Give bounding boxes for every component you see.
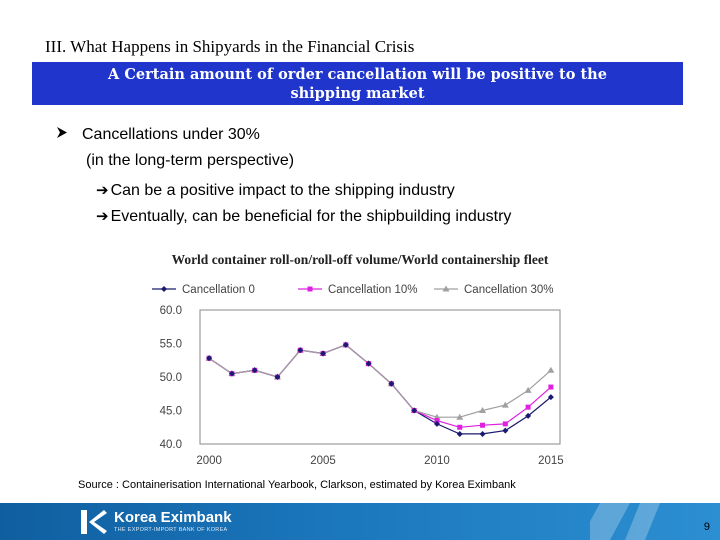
data-point <box>525 412 532 419</box>
chart-title: World container roll-on/roll-off volume/… <box>171 252 549 267</box>
y-tick-label: 50.0 <box>160 372 182 384</box>
logo-text: Korea Eximbank <box>114 509 232 526</box>
series-line <box>208 344 552 418</box>
data-point <box>479 407 487 413</box>
data-point <box>365 360 372 367</box>
bullet-subtext: (in the long-term perspective) <box>86 152 295 169</box>
source-note: Source : Containerisation International … <box>78 479 516 491</box>
data-point <box>479 430 486 437</box>
page-number: 9 <box>703 521 710 533</box>
data-point <box>251 367 258 374</box>
right-arrow-icon: ➔ <box>96 208 109 225</box>
data-point <box>388 380 395 387</box>
data-point <box>274 374 281 380</box>
legend-marker <box>161 286 167 292</box>
y-tick-label: 45.0 <box>160 406 182 418</box>
data-point <box>342 341 349 348</box>
banner-line-2: shipping market <box>290 85 425 102</box>
x-tick-label: 2005 <box>310 455 336 467</box>
legend-marker <box>307 286 313 292</box>
data-point <box>433 420 440 427</box>
y-tick-label: 40.0 <box>160 439 182 451</box>
headline-banner: A Certain amount of order cancellation w… <box>32 62 683 105</box>
line-chart: 40.0 45.0 50.0 55.0 60.0 2000 2005 2010 2015 Canc… <box>152 284 564 467</box>
arrow-item-1-text: Can be a positive impact to the shipping… <box>110 182 455 199</box>
data-point <box>228 370 235 377</box>
data-point <box>411 407 418 414</box>
bullet-item: Cancellations under 30% <box>56 126 260 144</box>
korea-eximbank-logo-icon <box>81 510 107 534</box>
legend-marker <box>442 285 450 292</box>
y-tick-label: 55.0 <box>160 339 182 351</box>
data-point <box>206 355 213 362</box>
arrow-item-2-text: Eventually, can be beneficial for the sh… <box>110 208 512 225</box>
data-point <box>320 350 327 357</box>
data-point <box>297 347 304 354</box>
right-arrow-icon: ➔ <box>96 182 109 199</box>
data-point <box>457 424 463 430</box>
data-point <box>501 401 509 408</box>
legend-label: Cancellation 30% <box>464 284 554 296</box>
legend-label: Cancellation 0 <box>182 284 255 296</box>
x-tick-label: 2010 <box>424 455 450 467</box>
data-point <box>524 386 532 393</box>
section-title: III. What Happens in Shipyards in the Fi… <box>45 37 415 56</box>
data-point <box>525 404 531 410</box>
data-point <box>456 413 464 420</box>
data-point <box>502 427 509 434</box>
x-tick-label: 2000 <box>196 455 222 467</box>
data-point <box>502 421 508 427</box>
banner-line-1: A Certain amount of order cancellation w… <box>108 66 607 83</box>
footer-bar: Korea Eximbank THE EXPORT-IMPORT BANK OF… <box>0 503 720 540</box>
bullet-text: Cancellations under 30% <box>82 126 260 143</box>
x-tick-label: 2015 <box>538 455 564 467</box>
footer-decoration <box>590 503 660 540</box>
data-point <box>547 366 555 373</box>
legend-label: Cancellation 10% <box>328 284 418 296</box>
plot-area <box>199 309 561 445</box>
data-point <box>480 422 486 428</box>
logo-subtext: THE EXPORT-IMPORT BANK OF KOREA <box>114 527 228 533</box>
data-point <box>547 394 554 401</box>
data-point <box>548 384 554 390</box>
arrow-item-1: ➔ Can be a positive impact to the shippin… <box>96 181 455 200</box>
data-point <box>434 418 440 424</box>
data-point <box>456 430 463 437</box>
arrow-bullet-icon <box>56 126 82 144</box>
y-tick-label: 60.0 <box>160 305 182 317</box>
arrow-item-2: ➔ Eventually, can be beneficial for the s… <box>96 207 511 226</box>
